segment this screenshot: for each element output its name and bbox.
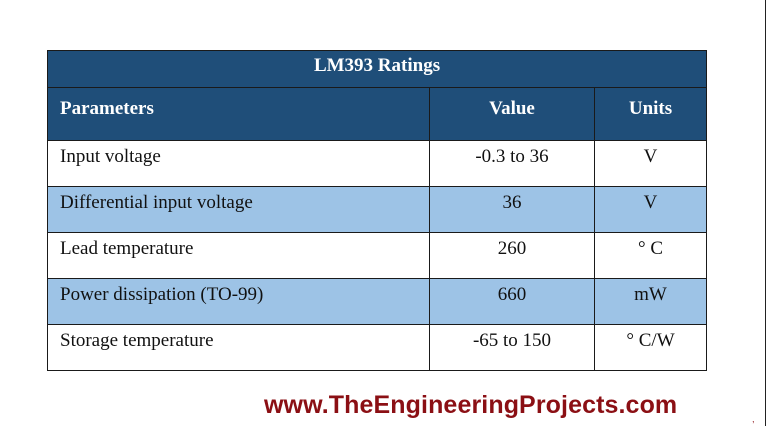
table-header-row: Parameters Value Units: [47, 87, 708, 141]
table-row: Differential input voltage 36 V: [47, 186, 708, 233]
parameter-cell: Input voltage: [47, 140, 430, 187]
unit-cell: ° C/W: [593, 324, 708, 371]
table-title: LM393 Ratings: [46, 50, 708, 88]
table-row: Storage temperature -65 to 150 ° C/W: [47, 324, 708, 371]
column-header-units: Units: [593, 87, 708, 141]
table-row: Lead temperature 260 ° C: [47, 232, 708, 279]
watermark-mark: ,: [752, 414, 755, 424]
lm393-ratings-table: LM393 Ratings Parameters Value Units Inp…: [46, 50, 708, 371]
column-header-parameters: Parameters: [47, 87, 430, 141]
value-cell: 660: [429, 278, 595, 325]
table-row: Input voltage -0.3 to 36 V: [47, 140, 708, 187]
unit-cell: mW: [593, 278, 708, 325]
column-header-value: Value: [429, 87, 595, 141]
value-cell: -0.3 to 36: [429, 140, 595, 187]
unit-cell: V: [593, 186, 708, 233]
table-row: Power dissipation (TO-99) 660 mW: [47, 278, 708, 325]
parameter-cell: Power dissipation (TO-99): [47, 278, 430, 325]
parameter-cell: Storage temperature: [47, 324, 430, 371]
value-cell: 260: [429, 232, 595, 279]
value-cell: -65 to 150: [429, 324, 595, 371]
table-title-row: LM393 Ratings: [46, 50, 708, 88]
parameter-cell: Lead temperature: [47, 232, 430, 279]
value-cell: 36: [429, 186, 595, 233]
frame-edge-line: [765, 0, 766, 426]
unit-cell: V: [593, 140, 708, 187]
parameter-cell: Differential input voltage: [47, 186, 430, 233]
unit-cell: ° C: [593, 232, 708, 279]
website-watermark: www.TheEngineeringProjects.com: [264, 391, 678, 419]
